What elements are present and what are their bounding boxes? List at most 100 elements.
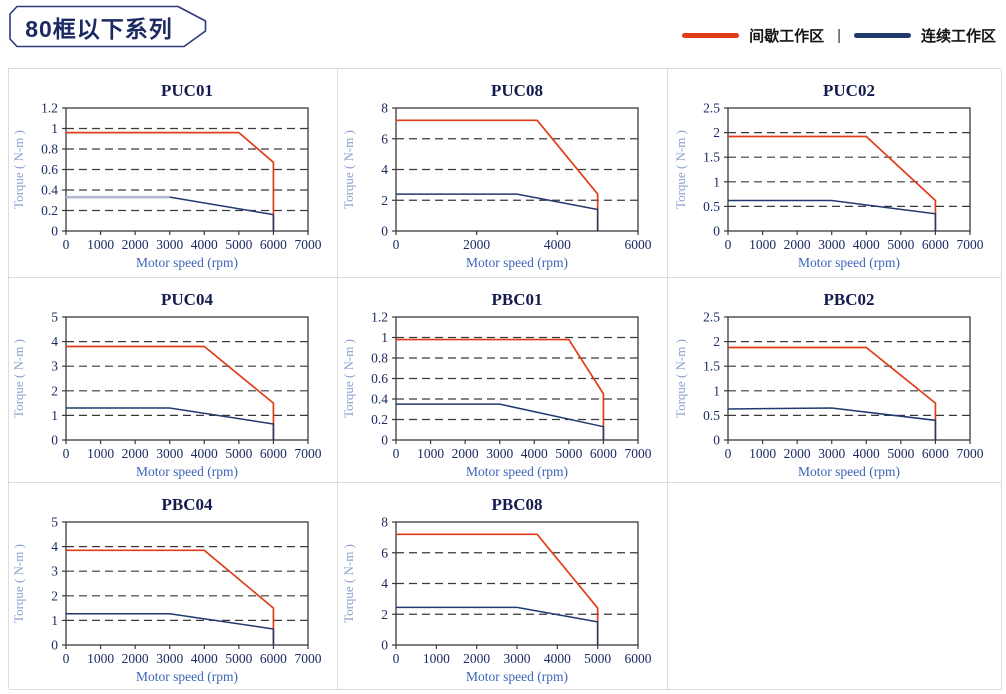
- legend-label-intermittent: 间歇工作区: [749, 28, 825, 45]
- x-tick-label: 6000: [260, 237, 287, 252]
- x-axis-label: Motor speed (rpm): [136, 464, 238, 479]
- chart-cell-pbc02: PBC02 0 0.5 1 1.5 2 2.5 0 1000 2000 3000 4000 5000 60…: [668, 278, 1002, 483]
- y-tick-label: 0: [713, 224, 720, 239]
- y-axis-label: Torque ( N-m ): [11, 339, 26, 418]
- x-tick-label: 0: [724, 237, 731, 252]
- x-tick-label: 6000: [589, 446, 616, 461]
- y-axis-label: Torque ( N-m ): [673, 130, 688, 209]
- series-continuous-line: [169, 196, 274, 216]
- y-axis-label: Torque ( N-m ): [11, 544, 26, 623]
- plot-border: [65, 521, 309, 646]
- series-continuous-line: [395, 403, 604, 440]
- x-tick-label: 2000: [783, 446, 810, 461]
- chart-title: PBC02: [823, 290, 874, 309]
- y-tick-label: 2.5: [703, 101, 720, 116]
- y-tick-label: 0.2: [371, 412, 388, 427]
- y-tick-label: 0: [381, 433, 388, 448]
- y-tick-label: 4: [51, 334, 58, 349]
- chart-title: PBC01: [491, 290, 542, 309]
- series-intermittent-line: [66, 345, 275, 440]
- x-tick-label: 1000: [87, 237, 114, 252]
- y-tick-label: 0: [51, 224, 58, 239]
- x-tick-label: 6000: [260, 446, 287, 461]
- chart-title: PUC02: [823, 81, 875, 100]
- plot-border: [726, 107, 971, 232]
- x-tick-label: 4000: [543, 237, 570, 252]
- y-tick-label: 0: [381, 638, 388, 653]
- y-tick-label: 0: [713, 433, 720, 448]
- y-tick-label: 1: [713, 174, 720, 189]
- x-axis-label: Motor speed (rpm): [798, 464, 900, 479]
- x-tick-label: 1000: [87, 446, 114, 461]
- y-tick-label: 0.5: [703, 199, 720, 214]
- series-continuous-line: [395, 193, 598, 231]
- x-tick-label: 5000: [887, 446, 914, 461]
- x-tick-label: 3000: [818, 446, 845, 461]
- chart-cell-pbc08: PBC08 0 2 4 6 8 0 1000 2000 3000 4000 5000 6000 Motor…: [338, 483, 668, 690]
- y-tick-label: 0.4: [371, 392, 388, 407]
- x-tick-label: 3000: [503, 651, 530, 666]
- x-tick-label: 4000: [852, 237, 879, 252]
- y-tick-label: 1.2: [41, 101, 58, 116]
- legend-separator: |: [837, 27, 841, 44]
- series-intermittent-line: [66, 549, 275, 645]
- legend: 间歇工作区 | 连续工作区: [682, 25, 996, 46]
- y-tick-label: 3: [51, 564, 58, 579]
- x-tick-label: 2000: [463, 651, 490, 666]
- x-axis-label: Motor speed (rpm): [466, 669, 568, 684]
- y-tick-label: 2.5: [703, 310, 720, 325]
- x-tick-label: 6000: [260, 651, 287, 666]
- chart-title: PBC04: [162, 495, 214, 514]
- x-tick-label: 6000: [921, 446, 948, 461]
- chart-PUC02: PUC02 0 0.5 1 1.5 2 2.5 0 1000 2000 3000 4000 5000 60…: [673, 81, 984, 270]
- y-tick-label: 0.4: [41, 183, 58, 198]
- series-continuous-line: [66, 613, 275, 645]
- series-continuous-line: [727, 199, 936, 231]
- x-tick-label: 0: [63, 651, 70, 666]
- x-tick-label: 3000: [156, 237, 183, 252]
- y-tick-label: 6: [381, 545, 388, 560]
- y-tick-label: 8: [381, 101, 388, 116]
- y-tick-label: 1: [51, 121, 58, 136]
- chart-PUC01: PUC01 0 0.2 0.4 0.6 0.8 1 1.2 0 1000 2000 3000 4000 5…: [11, 81, 322, 270]
- y-tick-label: 6: [381, 131, 388, 146]
- y-tick-label: 0.2: [41, 203, 58, 218]
- x-tick-label: 0: [392, 446, 399, 461]
- header-bar: 80框以下系列 间歇工作区 | 连续工作区: [0, 0, 1006, 62]
- y-tick-label: 1: [713, 383, 720, 398]
- x-tick-label: 7000: [295, 237, 322, 252]
- chart-PUC08: PUC08 0 2 4 6 8 0 2000 4000 6000 Motor speed (rpm)…: [341, 81, 652, 270]
- x-tick-label: 4000: [520, 446, 547, 461]
- y-tick-label: 4: [51, 539, 58, 554]
- y-tick-label: 2: [713, 125, 720, 140]
- x-tick-label: 6000: [624, 237, 651, 252]
- x-tick-label: 5000: [555, 446, 582, 461]
- legend-label-continuous: 连续工作区: [920, 28, 996, 45]
- chart-title: PUC08: [491, 81, 543, 100]
- chart-title: PBC08: [491, 495, 542, 514]
- x-axis-label: Motor speed (rpm): [136, 255, 238, 270]
- x-tick-label: 4000: [191, 237, 218, 252]
- x-tick-label: 1000: [87, 651, 114, 666]
- x-tick-label: 7000: [295, 446, 322, 461]
- y-tick-label: 4: [381, 162, 388, 177]
- chart-cell-pbc01: PBC01 0 0.2 0.4 0.6 0.8 1 1.2 0 1000 2000 3000 4000 5…: [338, 278, 668, 483]
- series-intermittent-line: [727, 135, 936, 231]
- chart-cell-puc01: PUC01 0 0.2 0.4 0.6 0.8 1 1.2 0 1000 2000 3000 4000 5…: [9, 69, 338, 278]
- plot-border: [726, 316, 971, 441]
- x-tick-label: 6000: [624, 651, 651, 666]
- x-axis-label: Motor speed (rpm): [466, 464, 568, 479]
- chart-PUC04: PUC04 0 1 2 3 4 5 0 1000 2000 3000 4000 5000 6000 7000…: [11, 290, 322, 479]
- x-tick-label: 3000: [156, 651, 183, 666]
- x-tick-label: 6000: [921, 237, 948, 252]
- y-tick-label: 8: [381, 515, 388, 530]
- page-title-box: 80框以下系列: [8, 5, 208, 48]
- x-tick-label: 5000: [225, 237, 252, 252]
- x-tick-label: 1000: [422, 651, 449, 666]
- chart-PBC04: PBC04 0 1 2 3 4 5 0 1000 2000 3000 4000 5000 6000 7000…: [11, 495, 322, 684]
- x-tick-label: 0: [392, 651, 399, 666]
- x-tick-label: 2000: [451, 446, 478, 461]
- series-intermittent-line: [395, 338, 604, 440]
- series-continuous-line: [727, 407, 936, 440]
- x-tick-label: 5000: [225, 446, 252, 461]
